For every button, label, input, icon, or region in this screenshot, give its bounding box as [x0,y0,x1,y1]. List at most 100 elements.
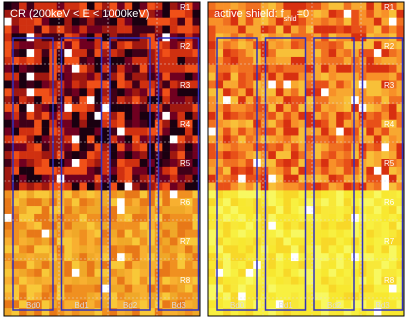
heat-cell [306,261,314,270]
heat-cell [275,261,284,270]
heat-cell [381,64,390,73]
heat-cell [11,268,20,278]
heat-cell [71,159,80,168]
heat-cell [41,229,50,238]
heat-cell [86,41,95,50]
heat-cell [215,261,224,270]
heat-cell [260,159,269,168]
heat-cell [351,119,360,128]
heat-cell [343,237,352,246]
heat-cell [124,213,133,223]
heat-cell [275,127,284,136]
heat-cell [396,9,405,18]
heat-cell [328,292,337,301]
heat-cell [56,127,65,136]
heat-cell [56,276,65,285]
heat-cell [192,49,201,58]
heat-cell [328,182,337,191]
heat-cell [306,182,314,191]
heat-cell [238,159,246,168]
heat-cell [109,159,118,168]
heat-cell [19,245,27,254]
heat-cell [298,88,307,97]
heat-cell [373,104,382,113]
heat-cell [238,135,246,144]
heat-cell [343,56,352,66]
heat-cell [132,190,141,199]
heat-cell [313,174,322,183]
heat-cell [215,268,224,278]
heat-cell [19,284,27,293]
heat-cell [351,174,360,183]
heat-cell [177,190,186,199]
heat-cell [208,127,216,136]
heat-cell [192,300,201,309]
heat-cell [290,64,299,73]
heat-cell [381,166,390,175]
heat-cell [290,111,299,121]
heat-cell [381,111,390,121]
heat-cell [41,206,50,215]
heat-cell [336,198,345,207]
heat-cell [283,245,292,254]
heat-cell [290,182,299,191]
heat-cell [381,2,390,11]
heat-cell [132,9,141,18]
heat-cell [147,276,156,285]
heat-cell [306,49,314,58]
heat-cell [132,25,141,34]
heat-cell [328,276,337,285]
heat-cell [34,64,42,73]
heat-cell [109,64,118,73]
heat-cell [124,253,133,262]
heat-cell [245,213,254,223]
heat-cell [208,190,216,199]
heat-cell [215,17,224,26]
board-box [12,37,54,311]
heat-cell [373,245,382,254]
heat-cell [117,206,125,215]
heat-cell [162,253,171,262]
heat-cell [102,25,110,34]
heat-cell [298,80,307,89]
heat-cell [86,308,95,317]
board-label: Bd2 [327,301,342,310]
heat-cell [132,56,141,66]
heat-cell [321,284,329,293]
heat-cell [230,2,239,11]
heat-cell [313,276,322,285]
heat-cell [388,56,397,66]
heat-cell [117,174,125,183]
heat-cell [11,49,20,58]
heat-cell [260,17,269,26]
heat-cell [381,127,390,136]
heat-cell [388,151,397,160]
heat-cell [162,268,171,278]
heat-cell [86,143,95,152]
heat-cell [162,166,171,175]
heat-cell [223,135,231,144]
heat-cell [290,206,299,215]
heat-cell [396,49,405,58]
heat-cell [208,2,216,11]
heat-cell [102,174,110,183]
heat-cell [184,143,193,152]
heat-cell [275,111,284,121]
heat-cell [147,253,156,262]
heat-cell [366,213,375,223]
heat-cell [94,80,103,89]
heat-cell [71,17,80,26]
heat-cell [184,41,193,50]
heat-cell [245,135,254,144]
heat-cell [215,300,224,309]
heat-cell [4,166,12,175]
heat-cell [298,25,307,34]
heat-cell [321,41,329,50]
heat-cell [147,104,156,113]
heat-cell [109,229,118,238]
heat-cell [336,213,345,223]
heat-cell [396,182,405,191]
heat-cell [396,190,405,199]
heat-cell [306,111,314,121]
heat-cell [177,119,186,128]
